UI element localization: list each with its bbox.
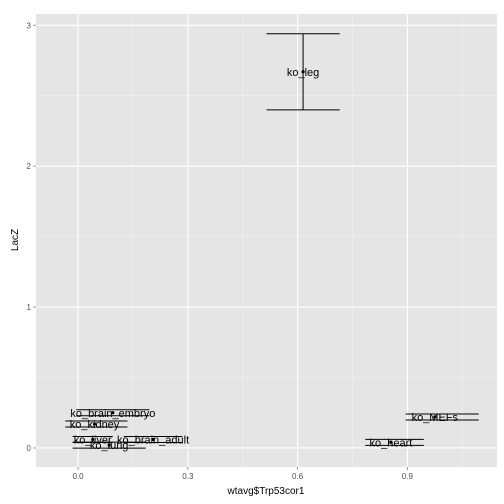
point-label: ko_brain_adult	[117, 435, 189, 447]
data-marks	[65, 33, 479, 449]
y-tick-label: 3	[27, 21, 32, 30]
data-point	[72, 441, 146, 449]
y-tick-label: 0	[27, 444, 32, 453]
data-point	[65, 420, 128, 428]
y-axis-title: LacZ	[10, 229, 21, 251]
data-point-marker	[301, 70, 305, 74]
grid-minor	[36, 14, 497, 467]
data-point-marker	[111, 411, 115, 415]
x-tick-label: 0.0	[73, 472, 85, 481]
data-point-marker	[389, 440, 393, 444]
data-point	[76, 409, 150, 417]
x-axis-title: wtavg$Trp53cor1	[227, 486, 305, 497]
point-label: ko_leg	[287, 67, 319, 79]
point-label: ko_heart	[369, 437, 412, 449]
x-tick-label: 0.6	[292, 472, 304, 481]
data-point-marker	[92, 422, 97, 426]
point-label: ko_MEFs	[412, 412, 459, 424]
y-axis-ticks: 0 1 2 3	[27, 21, 36, 453]
x-tick-label: 0.3	[182, 472, 194, 481]
x-axis-ticks: 0.0 0.3 0.6 0.9	[73, 467, 414, 481]
data-point-marker	[91, 437, 95, 442]
point-label: ko_lung	[90, 440, 129, 452]
data-point-marker	[433, 415, 437, 419]
data-point-marker	[151, 437, 155, 442]
data-point-marker	[107, 443, 111, 447]
y-tick-label: 1	[27, 303, 32, 312]
data-point	[405, 413, 479, 421]
x-tick-label: 0.9	[402, 472, 414, 481]
y-tick-label: 2	[27, 162, 32, 171]
point-label: ko_liver	[74, 435, 112, 447]
data-point	[266, 33, 340, 111]
point-label: ko_brain_embryo	[70, 408, 155, 420]
point-label: ko_kidney	[70, 419, 120, 431]
data-point	[365, 438, 424, 446]
plot-panel	[36, 14, 497, 467]
